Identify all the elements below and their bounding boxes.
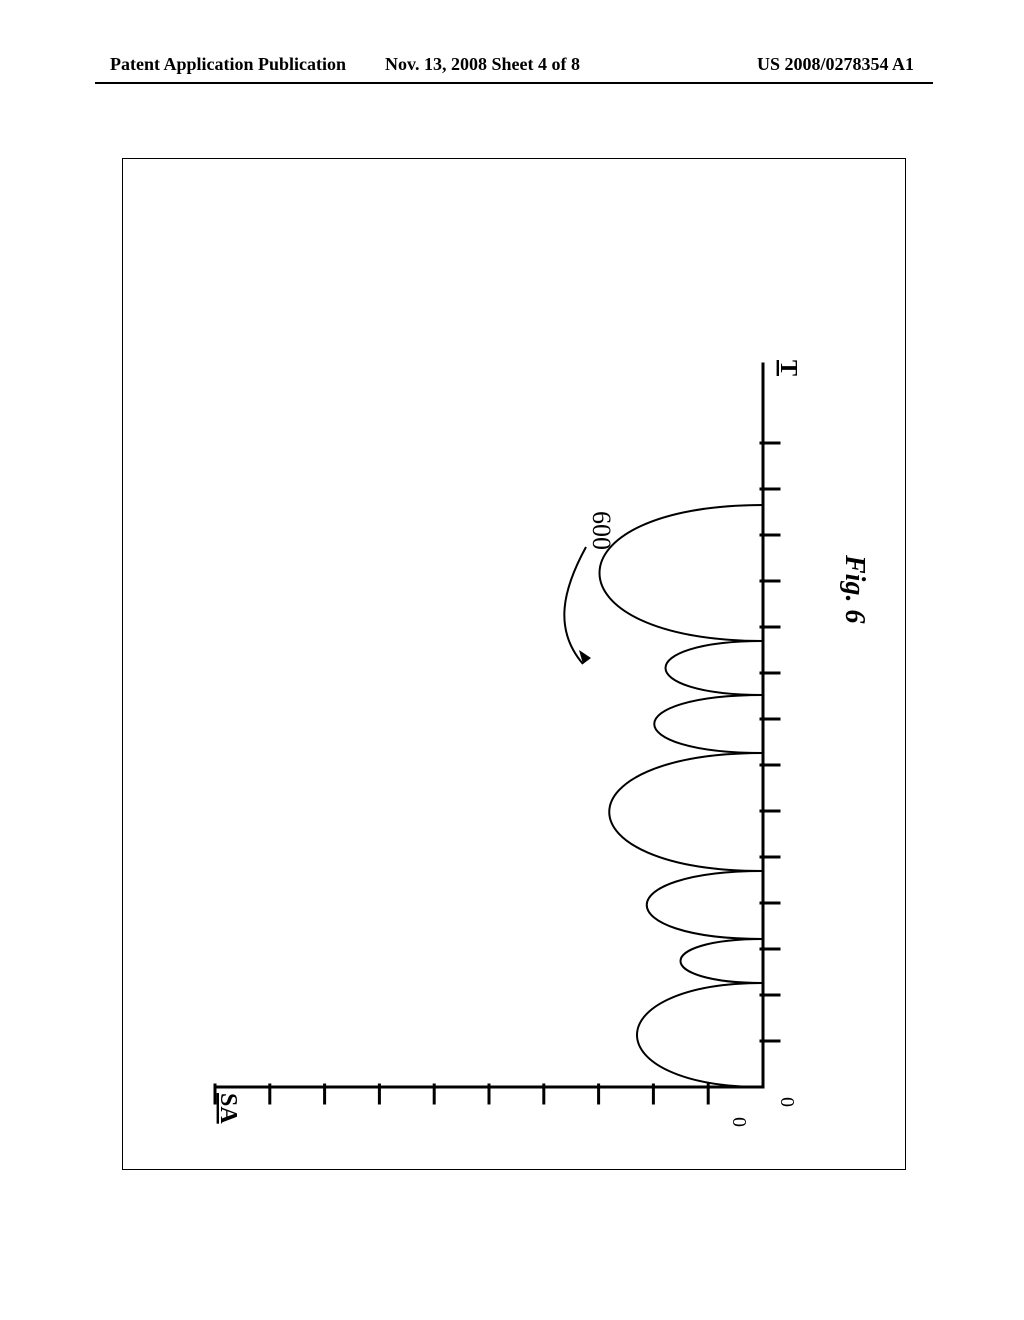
chart-ticks [215, 443, 779, 1103]
y-origin-label: 0 [776, 1097, 798, 1107]
reference-leader [564, 547, 591, 664]
y-axis-label: T [775, 360, 801, 376]
figure-svg: 0 0 SA T 600 [123, 159, 905, 1169]
header-right: US 2008/0278354 A1 [757, 54, 914, 75]
figure-caption: Fig. 6 [838, 555, 870, 623]
figure-frame: 0 0 SA T 600 [122, 158, 906, 1170]
reference-numeral: 600 [587, 511, 616, 550]
chart-axes [215, 364, 763, 1087]
header-center: Nov. 13, 2008 Sheet 4 of 8 [385, 54, 580, 75]
x-origin-label: 0 [728, 1117, 750, 1127]
chart-curve [600, 505, 764, 1087]
x-axis-label: SA [215, 1093, 241, 1124]
header-left: Patent Application Publication [110, 54, 346, 75]
header-rule [95, 82, 933, 84]
